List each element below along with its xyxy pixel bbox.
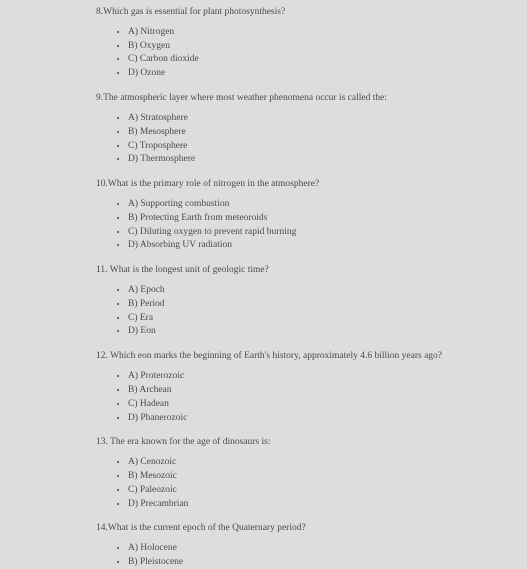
option-item: D) Absorbing UV radiation: [128, 239, 507, 252]
option-item: A) Holocene: [128, 542, 507, 555]
question-block: 10.What is the primary role of nitrogen …: [100, 178, 507, 252]
option-item: A) Proterozoic: [128, 370, 507, 383]
option-item: A) Nitrogen: [128, 26, 507, 39]
question-block: 8.Which gas is essential for plant photo…: [100, 6, 507, 80]
option-item: A) Stratosphere: [128, 112, 507, 125]
option-item: C) Hadean: [128, 398, 507, 411]
option-item: B) Archean: [128, 384, 507, 397]
options-list: A) EpochB) PeriodC) EraD) Eon: [100, 284, 507, 338]
option-item: D) Phanerozoic: [128, 412, 507, 425]
option-item: D) Precambrian: [128, 498, 507, 511]
option-item: B) Protecting Earth from meteoroids: [128, 212, 507, 225]
option-item: C) Era: [128, 312, 507, 325]
question-text: 13. The era known for the age of dinosau…: [96, 436, 507, 449]
options-list: A) CenozoicB) MesozoicC) PaleozoicD) Pre…: [100, 456, 507, 510]
question-block: 13. The era known for the age of dinosau…: [100, 436, 507, 510]
options-list: A) HoloceneB) Pleistocene: [100, 542, 507, 569]
options-list: A) StratosphereB) MesosphereC) Troposphe…: [100, 112, 507, 166]
options-list: A) Supporting combustionB) Protecting Ea…: [100, 198, 507, 252]
question-block: 14.What is the current epoch of the Quat…: [100, 522, 507, 568]
question-text: 8.Which gas is essential for plant photo…: [96, 6, 507, 19]
option-item: A) Cenozoic: [128, 456, 507, 469]
option-item: C) Carbon dioxide: [128, 53, 507, 66]
option-item: C) Paleozoic: [128, 484, 507, 497]
options-list: A) NitrogenB) OxygenC) Carbon dioxideD) …: [100, 26, 507, 80]
option-item: B) Mesosphere: [128, 126, 507, 139]
option-item: B) Mesozoic: [128, 470, 507, 483]
question-text: 9.The atmospheric layer where most weath…: [96, 92, 507, 105]
question-block: 9.The atmospheric layer where most weath…: [100, 92, 507, 166]
option-item: C) Troposphere: [128, 140, 507, 153]
option-item: D) Thermosphere: [128, 153, 507, 166]
quiz-content: 8.Which gas is essential for plant photo…: [100, 6, 507, 569]
option-item: A) Supporting combustion: [128, 198, 507, 211]
option-item: D) Ozone: [128, 67, 507, 80]
question-text: 12. Which eon marks the beginning of Ear…: [96, 350, 507, 363]
option-item: D) Eon: [128, 325, 507, 338]
question-text: 10.What is the primary role of nitrogen …: [96, 178, 507, 191]
question-block: 12. Which eon marks the beginning of Ear…: [100, 350, 507, 424]
question-text: 14.What is the current epoch of the Quat…: [96, 522, 507, 535]
option-item: C) Diluting oxygen to prevent rapid burn…: [128, 226, 507, 239]
question-text: 11. What is the longest unit of geologic…: [96, 264, 507, 277]
option-item: B) Period: [128, 298, 507, 311]
options-list: A) ProterozoicB) ArcheanC) HadeanD) Phan…: [100, 370, 507, 424]
option-item: A) Epoch: [128, 284, 507, 297]
option-item: B) Pleistocene: [128, 556, 507, 569]
question-block: 11. What is the longest unit of geologic…: [100, 264, 507, 338]
option-item: B) Oxygen: [128, 40, 507, 53]
